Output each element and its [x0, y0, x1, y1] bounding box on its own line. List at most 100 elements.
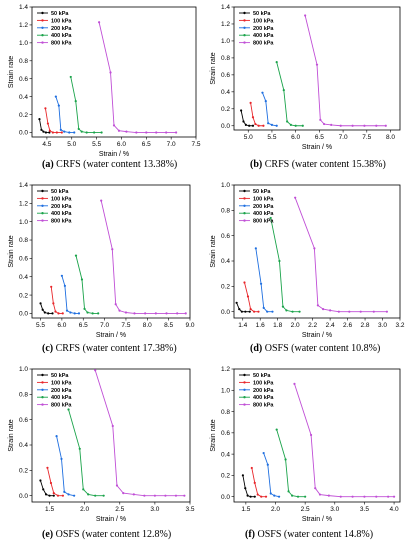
data-point: [124, 311, 128, 314]
data-point: [327, 494, 330, 497]
data-point: [91, 312, 94, 315]
y-tick-label: 0.0: [19, 130, 28, 137]
data-point: [252, 310, 256, 313]
data-point: [54, 95, 57, 98]
data-point: [117, 129, 121, 132]
y-tick-label: 0.4: [19, 274, 28, 281]
caption-letter: (c): [42, 343, 53, 354]
legend-marker: [41, 388, 44, 391]
legend-label: 400 kPa: [51, 395, 72, 401]
data-point: [77, 127, 80, 131]
data-point: [122, 492, 125, 495]
legend-label: 800 kPa: [253, 403, 274, 409]
series-line-400-kpa: [276, 429, 306, 498]
y-tick-label: 0.4: [221, 89, 230, 96]
data-point: [240, 310, 243, 313]
data-point: [176, 312, 179, 315]
data-point: [155, 131, 158, 134]
legend-marker: [41, 11, 44, 15]
panel-c: 5.5 6.0 6.5 7.0 7.5 8.0 8.5 9.0 0.0 0.2 0.4 0.6 0.8 1…: [8, 182, 195, 354]
x-tick-label: 2.8: [361, 322, 370, 329]
data-point: [48, 494, 51, 497]
panel-b: 5.0 5.5 6.0 6.5 7.0 7.5 8.0 0.0 0.2 0.4 0.6 0.8 1.0 1…: [210, 4, 401, 170]
data-point: [235, 301, 238, 304]
legend-label: 400 kPa: [253, 395, 274, 401]
caption-text: OSFS (water content 12.8%): [53, 529, 171, 540]
legend-label: 100 kPa: [51, 18, 72, 24]
y-tick-label: 1.0: [19, 219, 28, 226]
data-point: [301, 124, 304, 127]
data-point: [102, 494, 105, 497]
caption-letter: (a): [42, 159, 54, 170]
y-tick-label: 1.4: [19, 4, 28, 11]
data-point: [57, 104, 60, 107]
data-point: [111, 424, 114, 428]
y-tick-label: 0.8: [19, 58, 28, 65]
data-point: [83, 307, 86, 310]
y-tick-label: 0.6: [19, 417, 28, 424]
y-tick-label: 1.2: [221, 366, 230, 373]
data-point: [60, 131, 63, 134]
y-tick-label: 0.4: [19, 442, 28, 449]
data-point: [313, 247, 316, 250]
data-point: [60, 274, 63, 277]
y-tick-label: 0.6: [221, 430, 230, 437]
series-line-400-kpa: [68, 409, 104, 497]
legend-marker: [243, 373, 246, 377]
data-point: [289, 123, 293, 127]
x-axis-label: Strain / %: [302, 144, 332, 151]
x-tick-label: 7.0: [339, 134, 348, 141]
data-point: [262, 124, 265, 127]
y-tick-label: 1.0: [19, 366, 28, 373]
y-tick-label: 0.4: [221, 451, 230, 458]
legend-marker: [41, 219, 44, 222]
data-point: [384, 124, 387, 127]
x-axis-label: Strain / %: [96, 516, 126, 523]
caption-letter: (b): [250, 159, 262, 170]
series-line-400-kpa: [270, 217, 300, 313]
data-point: [291, 494, 294, 497]
x-tick-label: 6.0: [117, 141, 126, 148]
legend-label: 400 kPa: [253, 33, 274, 39]
data-point: [44, 131, 48, 134]
y-tick-label: 1.0: [19, 40, 28, 47]
data-point: [339, 495, 342, 498]
data-point: [94, 369, 97, 372]
plot-frame: [233, 184, 401, 319]
y-tick-label: 0.6: [19, 256, 28, 263]
data-point: [351, 495, 354, 498]
data-point: [109, 71, 112, 74]
legend-label: 50 kPa: [253, 11, 271, 17]
data-point: [69, 311, 72, 314]
data-point: [259, 282, 263, 285]
legend-label: 800 kPa: [253, 41, 274, 47]
y-tick-label: 0.0: [221, 494, 230, 501]
data-point: [254, 247, 257, 250]
data-point: [74, 100, 77, 103]
panel-d: 1.4 1.6 1.8 2.0 2.2 2.4 2.6 2.8 3.0 3.2 0.0 0.2 0.4 0…: [210, 182, 405, 354]
data-point: [40, 128, 43, 131]
data-point: [57, 312, 60, 315]
legend-marker: [243, 381, 246, 384]
y-tick-label: 1.4: [19, 182, 28, 189]
data-point: [78, 447, 81, 450]
y-tick-label: 1.2: [19, 22, 28, 29]
series-line-800-kpa: [304, 15, 386, 127]
series-line-50-kpa: [242, 475, 255, 498]
data-point: [253, 495, 256, 498]
data-point: [63, 284, 66, 287]
data-point: [304, 14, 307, 17]
data-point: [48, 129, 51, 132]
x-tick-label: 3.5: [360, 506, 369, 513]
data-point: [111, 248, 114, 251]
y-tick-label: 0.2: [221, 106, 230, 113]
x-tick-label: 1.5: [241, 506, 250, 513]
legend-marker: [243, 219, 246, 222]
data-point: [61, 312, 64, 315]
data-point: [94, 494, 97, 497]
panel-e: 1.5 2.0 2.5 3.0 3.5 0.0 0.2 0.4 0.6 0.8 1.0 Strain …: [8, 366, 195, 540]
y-tick-label: 0.6: [221, 72, 230, 79]
data-point: [240, 109, 243, 112]
data-point: [244, 487, 247, 490]
data-point: [275, 124, 278, 127]
